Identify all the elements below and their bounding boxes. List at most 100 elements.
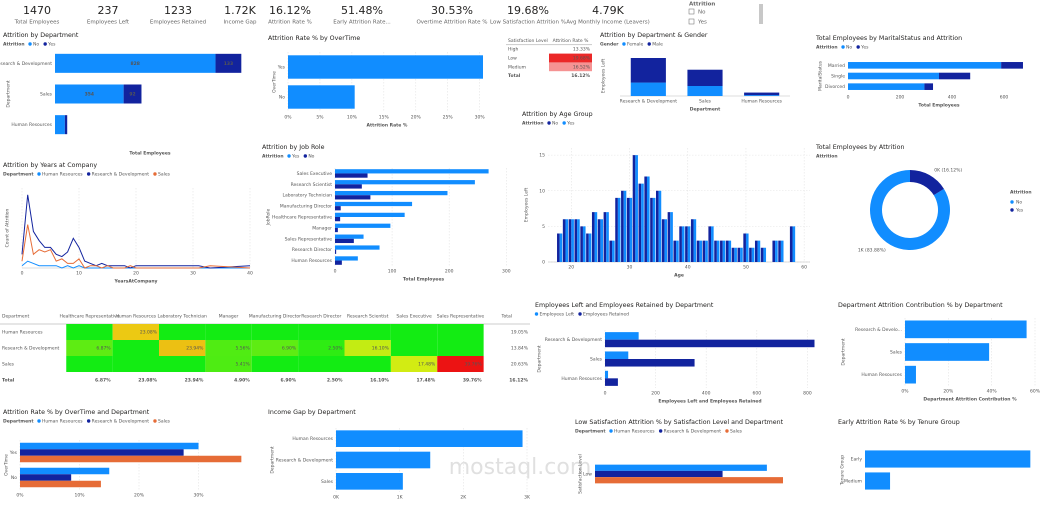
column xyxy=(687,226,691,262)
x-tick-label: 20 xyxy=(133,271,139,277)
column-header: Research Director xyxy=(301,314,341,320)
table-cell xyxy=(549,53,592,63)
column-header: Healthcare Representative xyxy=(59,314,119,320)
legend-marker xyxy=(609,429,613,433)
column xyxy=(743,233,746,262)
column xyxy=(772,240,776,262)
table-cell-text: 39.76% xyxy=(463,378,482,384)
x-tick-label: 25% xyxy=(443,115,454,121)
bar xyxy=(848,62,1002,69)
column xyxy=(745,233,749,262)
y-axis-title: Employees Left xyxy=(601,59,607,94)
table-cell-text: Low xyxy=(508,56,517,62)
legend-marker xyxy=(562,121,566,125)
column xyxy=(676,240,679,262)
y-tick-label: 0 xyxy=(542,260,545,266)
legend-label: Yes xyxy=(291,154,300,160)
y-tick-label: Sales xyxy=(590,357,603,363)
kpi-label: Employees Left xyxy=(87,20,130,26)
bar xyxy=(55,84,124,104)
slicer-title: Attrition xyxy=(689,2,715,8)
y-tick-label: Manager xyxy=(312,225,332,231)
column xyxy=(588,233,592,262)
x-tick-label: 15% xyxy=(379,115,390,121)
column xyxy=(722,240,726,262)
x-tick-label: 3K xyxy=(524,495,531,501)
legend-marker xyxy=(86,419,91,423)
y-tick-label: Research & Development xyxy=(0,61,52,67)
bar xyxy=(20,442,199,450)
table-cell xyxy=(159,356,206,372)
y-tick-label: Research Scientist xyxy=(291,182,333,188)
bar xyxy=(335,238,354,244)
table-cell xyxy=(159,340,206,356)
x-tick-label: 200 xyxy=(896,95,905,101)
column xyxy=(652,197,656,262)
legend-marker xyxy=(578,312,582,316)
table-cell xyxy=(344,324,391,340)
x-axis-title: Employees Left and Employees Retained xyxy=(658,399,761,405)
column xyxy=(699,240,702,262)
slicer-checkbox[interactable] xyxy=(688,18,695,25)
column xyxy=(696,240,700,262)
bar xyxy=(335,217,341,222)
table-cell xyxy=(112,324,159,340)
x-axis-title: Department xyxy=(690,107,721,113)
table-cell xyxy=(390,340,438,356)
y-tick-label: Medium xyxy=(844,479,862,485)
y-tick-label: Sales xyxy=(40,92,53,98)
table-cell xyxy=(112,356,159,372)
bar xyxy=(848,83,925,90)
table-cell xyxy=(66,324,113,340)
line xyxy=(21,224,251,269)
bar xyxy=(924,83,934,90)
column-header: Sales Representative xyxy=(437,314,485,320)
column xyxy=(609,240,613,262)
legend-label: Human Resources xyxy=(42,419,83,425)
x-tick-label: 10% xyxy=(74,493,85,499)
legend-label: Research & Development xyxy=(92,172,150,178)
x-tick-label: 10 xyxy=(76,271,82,277)
data-label: 0K (16.12%) xyxy=(934,167,962,173)
column xyxy=(574,219,578,262)
legend-label: Sales xyxy=(158,172,171,178)
x-tick-label: 0% xyxy=(284,115,292,121)
table-cell xyxy=(159,324,206,340)
x-axis-title: Department Attrition Contribution % xyxy=(923,397,1017,403)
x-tick-label: 40 xyxy=(685,265,691,271)
column xyxy=(623,190,627,262)
table-cell-text: Sales xyxy=(2,362,15,368)
table-cell xyxy=(251,324,299,340)
slicer-option[interactable]: Yes xyxy=(697,20,707,26)
x-tick-label: 20% xyxy=(134,493,145,499)
table-cell-text: 23.08% xyxy=(138,378,157,384)
y-axis-title: Department xyxy=(841,338,847,365)
x-axis-title: Total Employees xyxy=(129,151,171,157)
column xyxy=(597,219,601,262)
y-axis-title: OverTime xyxy=(272,71,278,93)
x-tick-label: 40 xyxy=(247,271,253,277)
table-cell-text: 23.94% xyxy=(185,378,204,384)
y-tick-label: No xyxy=(279,95,285,101)
table-cell-text: 19.05% xyxy=(511,330,529,336)
table-cell-text: 6.87% xyxy=(96,346,111,352)
x-tick-label: 200 xyxy=(651,391,660,397)
table-cell xyxy=(437,324,484,340)
column xyxy=(600,219,604,262)
column xyxy=(775,240,778,262)
bar xyxy=(55,115,65,135)
legend-label: No xyxy=(33,42,39,48)
slicer-option[interactable]: No xyxy=(698,10,706,16)
slicer-checkbox[interactable] xyxy=(688,8,695,15)
y-tick-label: Human Resources xyxy=(861,372,902,378)
kpi-value: 51.48% xyxy=(341,4,383,17)
legend-marker xyxy=(37,172,41,176)
x-tick-label: 50 xyxy=(743,265,749,271)
kpi-label: Total Employees xyxy=(14,20,60,26)
table-cell xyxy=(205,324,252,340)
table-cell xyxy=(251,356,299,372)
chart-title: Income Gap by Department xyxy=(268,409,356,416)
y-tick-label: Research & Development xyxy=(545,337,603,343)
column xyxy=(681,226,685,262)
